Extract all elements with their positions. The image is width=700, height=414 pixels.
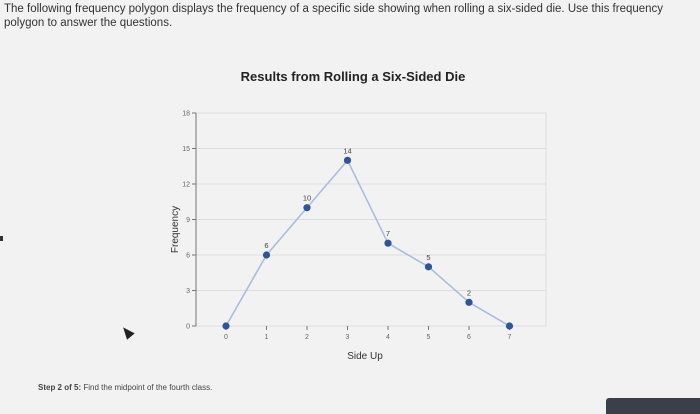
series-line-segment [265,207,308,256]
data-label: 14 [343,146,351,155]
data-point [222,322,230,330]
data-label: 2 [467,288,471,297]
x-tick-label: 2 [305,334,309,341]
y-tick-label: 18 [182,111,190,118]
data-point [262,251,271,259]
data-point [424,263,433,271]
x-tick-label: 4 [386,334,390,341]
y-tick-label: 15 [182,146,190,153]
data-label: 7 [386,229,390,238]
step-instruction: Step 2 of 5: Find the midpoint of the fo… [38,383,212,392]
x-axis-label: Side Up [347,351,383,362]
y-tick-label: 3 [186,288,190,295]
x-tick-label: 6 [467,334,471,341]
series-line-segment [306,159,349,209]
series-line-segment [225,254,268,327]
y-tick-label: 0 [186,324,190,331]
y-tick-label: 6 [186,253,190,260]
next-button[interactable] [606,398,700,414]
chart-title: Results from Rolling a Six-Sided Die [240,69,466,84]
edge-marker [0,236,3,241]
data-label: 5 [426,253,430,262]
data-label: 10 [303,194,311,203]
data-point [505,322,514,330]
data-label: 6 [264,241,268,250]
series-line-segment [346,159,389,244]
x-tick-label: 1 [265,334,269,341]
data-point [465,298,473,306]
x-tick-label: 3 [346,334,350,341]
x-tick-label: 0 [224,334,228,341]
x-tick-label: 7 [508,334,512,341]
y-tick-label: 9 [186,217,190,224]
step-text: Find the midpoint of the fourth class. [83,383,213,392]
series-line-segment [427,266,470,303]
y-tick-label: 12 [182,182,190,189]
series-line-segment [468,301,510,327]
question-prompt: The following frequency polygon displays… [4,3,664,29]
data-point [343,156,352,164]
data-point [303,204,311,212]
step-number: Step 2 of 5: [38,383,82,392]
data-point [384,239,392,247]
y-axis-label: Frequency [170,206,181,253]
x-tick-label: 5 [427,334,431,341]
series-line-segment [387,242,429,268]
